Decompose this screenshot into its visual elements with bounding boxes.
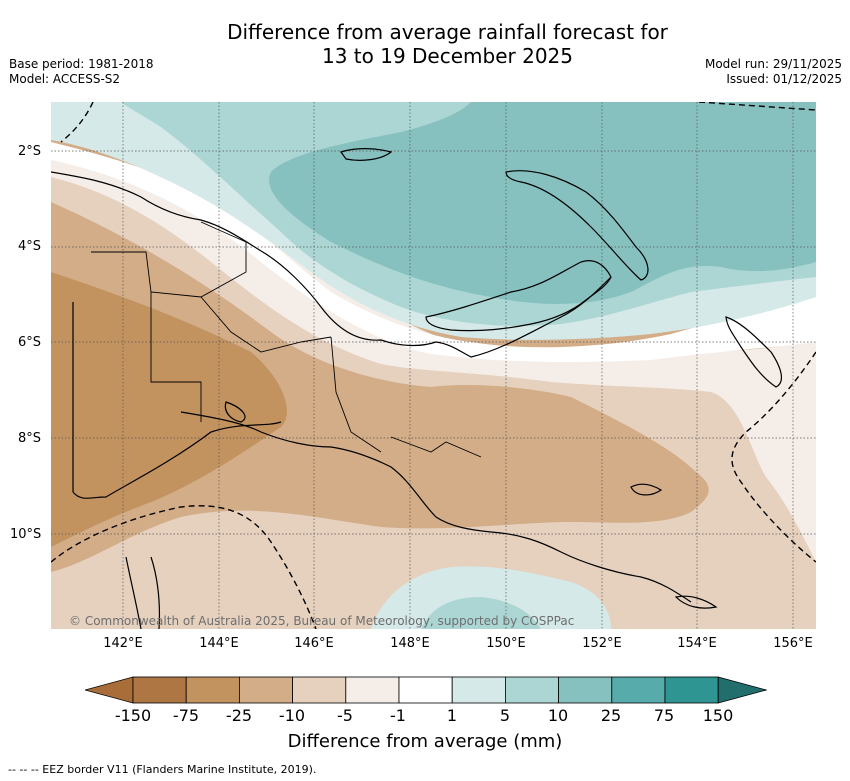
colorbar-cell-9 [558, 676, 613, 704]
lat-label-2s: 2°S [18, 144, 42, 159]
wet-patch-south [371, 566, 611, 629]
meta-right: Model run: 29/11/2025 Issued: 01/12/2025 [705, 57, 842, 87]
lat-label-4s: 4°S [18, 239, 42, 254]
copyright-notice: © Commonwealth of Australia 2025, Bureau… [69, 614, 575, 628]
colorbar-cell-6 [398, 676, 453, 704]
colorbar-tick-8: 10 [547, 706, 569, 725]
model-name: Model: ACCESS-S2 [9, 72, 121, 86]
map-canvas [51, 102, 816, 629]
lon-label-144e: 144°E [199, 636, 239, 651]
colorbar-cells [85, 676, 767, 704]
colorbar-tick-9: 25 [600, 706, 622, 725]
base-period: Base period: 1981-2018 [9, 57, 154, 71]
rainfall-map [51, 102, 816, 629]
lon-label-142e: 142°E [103, 636, 143, 651]
eez-border [51, 102, 816, 629]
dry-region-west [51, 272, 287, 547]
graticule [51, 102, 816, 629]
title-line-1: Difference from average rainfall forecas… [227, 20, 668, 44]
coastline [51, 148, 783, 629]
lon-label-146e: 146°E [294, 636, 334, 651]
colorbar-cell-3 [238, 676, 293, 704]
model-run: Model run: 29/11/2025 [704, 57, 842, 71]
lon-label-154e: 154°E [677, 636, 717, 651]
colorbar-cell-8 [504, 676, 559, 704]
colorbar-arrow-low [85, 676, 134, 704]
colorbar-cell-1 [132, 676, 187, 704]
colorbar-cell-7 [451, 676, 506, 704]
lon-label-152e: 152°E [582, 636, 622, 651]
colorbar-arrow-high [717, 676, 767, 704]
colorbar-cell-2 [185, 676, 240, 704]
colorbar-tick-3: -10 [278, 706, 306, 725]
colorbar-tick-1: -75 [172, 706, 200, 725]
lat-label-6s: 6°S [18, 335, 42, 350]
colorbar-cell-10 [611, 676, 666, 704]
band-neutral [51, 142, 816, 362]
wet-band-10-to-25 [269, 102, 816, 304]
lat-label-8s: 8°S [18, 431, 42, 446]
lon-label-156e: 156°E [773, 636, 813, 651]
colorbar-tick-10: 75 [653, 706, 675, 725]
colorbar-cell-11 [664, 676, 719, 704]
meta-left: Base period: 1981-2018 Model: ACCESS-S2 [9, 57, 154, 87]
lat-label-10s: 10°S [10, 527, 42, 542]
map-title: Difference from average rainfall forecas… [0, 20, 850, 68]
colorbar-tick-0: -150 [114, 706, 152, 725]
title-line-2: 13 to 19 December 2025 [321, 44, 573, 68]
colorbar-title: Difference from average (mm) [287, 731, 563, 752]
colorbar-tick-5: -1 [390, 706, 406, 725]
colorbar-tick-7: 5 [499, 706, 511, 725]
colorbar-cell-5 [345, 676, 400, 704]
wet-patch-south-inner [421, 597, 541, 629]
colorbar-tick-2: -25 [225, 706, 253, 725]
lon-label-150e: 150°E [486, 636, 526, 651]
eez-legend-note: -- -- -- EEZ border V11 (Flanders Marine… [8, 763, 317, 776]
colorbar [85, 676, 767, 704]
colorbar-cell-4 [292, 676, 347, 704]
colorbar-tick-4: -5 [337, 706, 353, 725]
colorbar-tick-6: 1 [446, 706, 458, 725]
lon-label-148e: 148°E [390, 636, 430, 651]
issued-date: Issued: 01/12/2025 [726, 72, 842, 86]
colorbar-tick-11: 150 [702, 706, 734, 725]
